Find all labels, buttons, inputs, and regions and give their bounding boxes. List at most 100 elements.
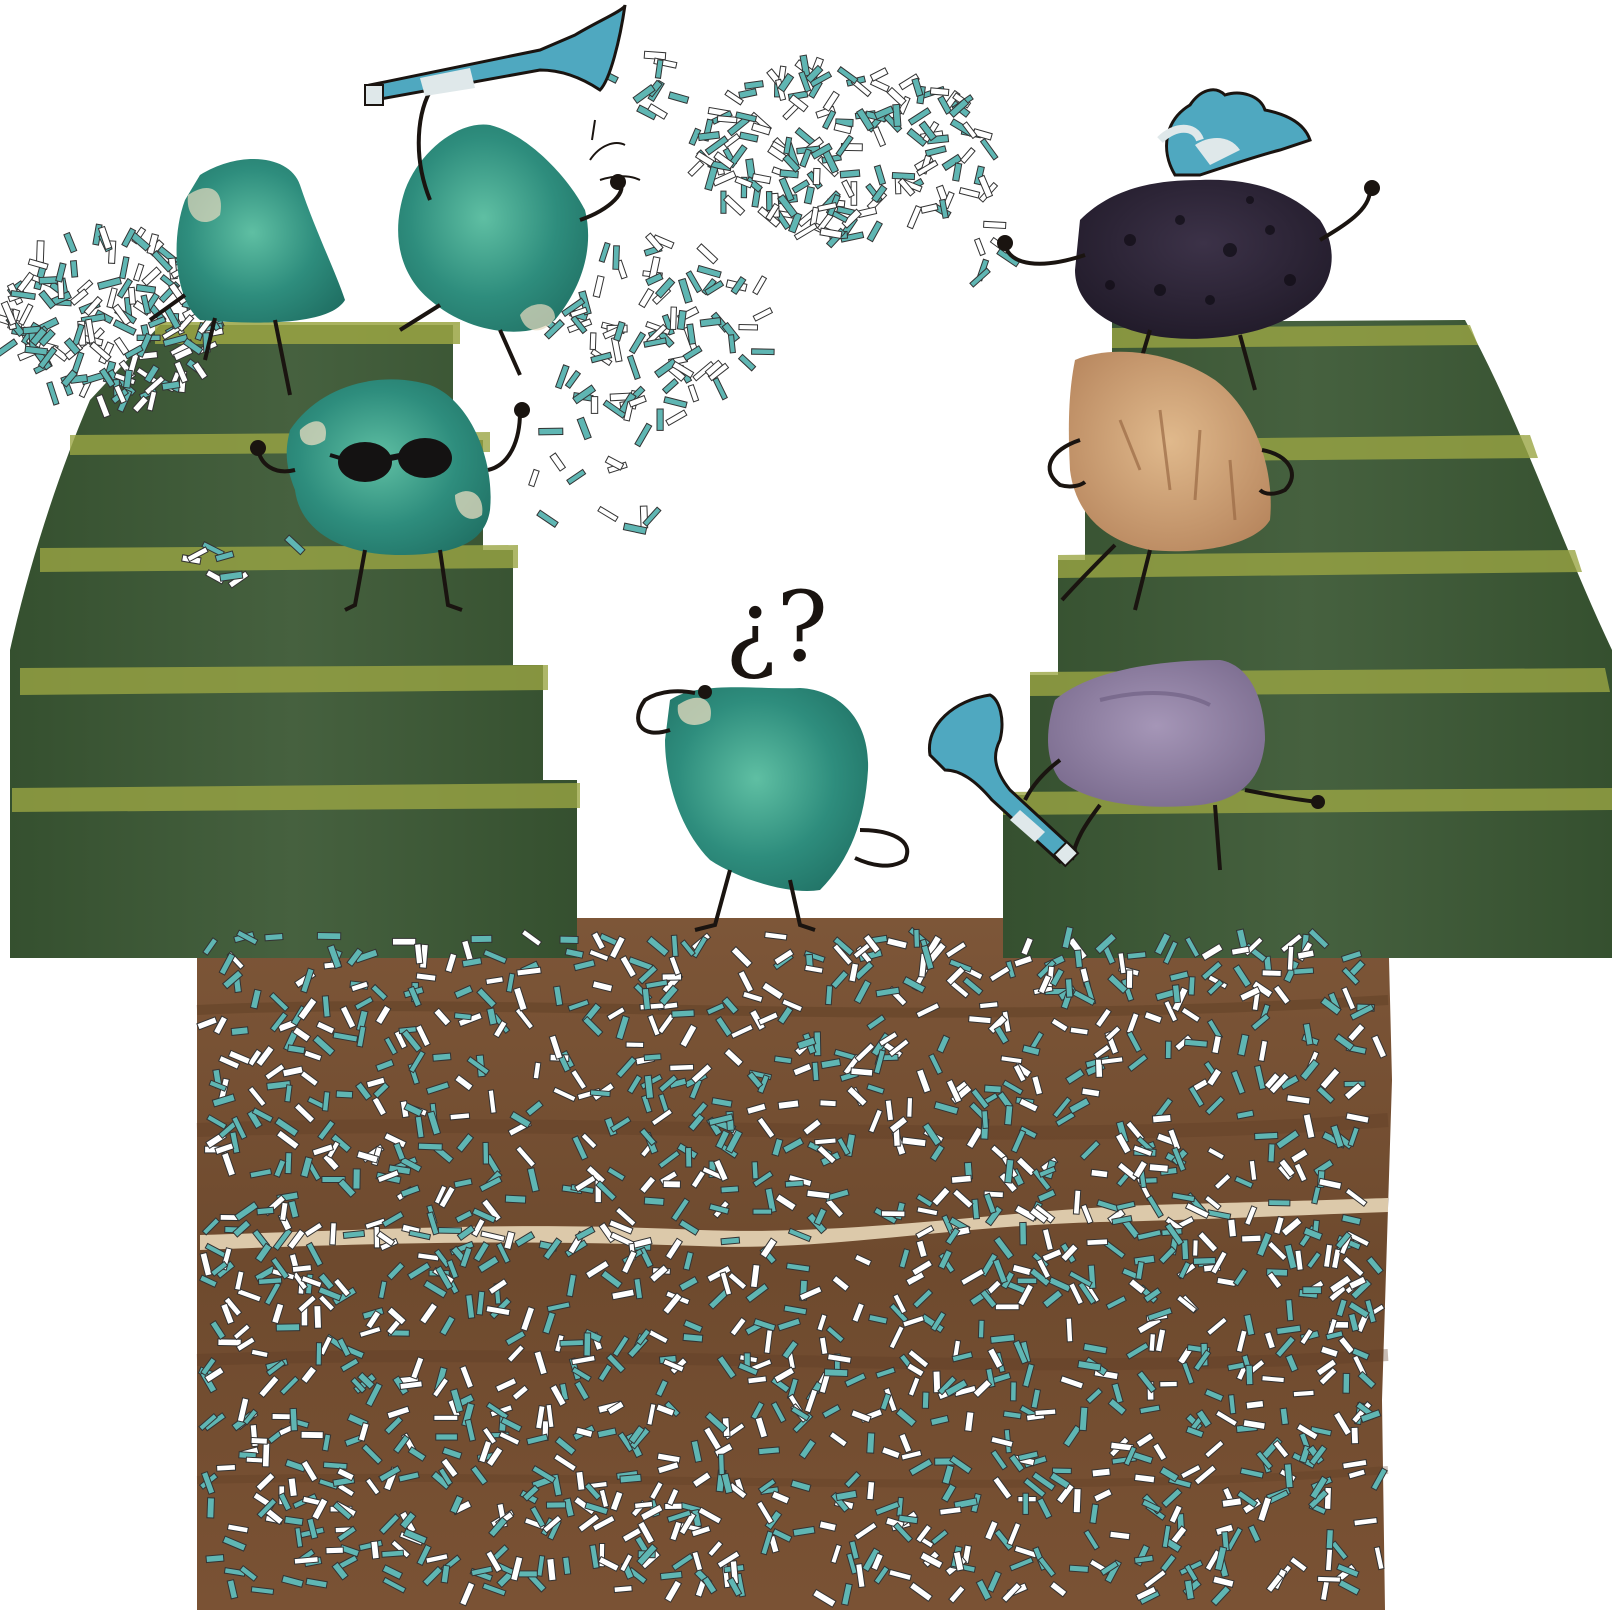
confetti-piece <box>357 1421 370 1442</box>
confetti-piece <box>678 1511 697 1536</box>
confetti-piece <box>321 995 331 1018</box>
confetti-piece <box>1248 1159 1258 1182</box>
confetti-piece <box>972 1378 993 1399</box>
confetti-piece <box>407 1446 427 1462</box>
confetti-piece <box>604 455 625 471</box>
confetti-piece <box>1275 1129 1300 1150</box>
confetti-piece <box>401 1029 423 1053</box>
confetti-piece <box>1210 1585 1232 1607</box>
confetti-piece <box>597 1363 613 1383</box>
confetti-piece <box>1351 1347 1371 1361</box>
confetti-piece <box>549 452 567 472</box>
confetti-piece <box>606 1400 625 1416</box>
confetti-piece <box>697 131 721 142</box>
confetti-piece <box>791 179 811 194</box>
confetti-piece <box>1293 1162 1308 1183</box>
confetti-piece <box>760 1530 774 1556</box>
confetti-piece <box>329 1222 337 1246</box>
confetti-piece <box>841 208 862 229</box>
confetti-piece <box>1245 1399 1265 1410</box>
confetti-piece <box>227 1049 252 1066</box>
confetti-piece <box>382 1576 407 1594</box>
confetti-piece <box>930 1311 947 1332</box>
confetti-piece <box>968 1015 992 1025</box>
confetti-piece <box>406 1261 432 1281</box>
confetti-piece <box>1041 1228 1054 1252</box>
confetti-piece <box>459 1365 475 1389</box>
confetti-piece <box>1243 1313 1256 1337</box>
confetti-piece <box>459 1581 476 1607</box>
confetti-piece <box>745 158 756 179</box>
confetti-piece <box>435 1433 458 1441</box>
confetti-piece <box>1034 1408 1057 1417</box>
confetti-piece <box>453 984 474 1000</box>
confetti-piece <box>220 1151 237 1177</box>
confetti-piece <box>633 1277 644 1300</box>
confetti-piece <box>841 179 855 199</box>
confetti-piece <box>868 1313 888 1325</box>
confetti-piece <box>97 225 113 251</box>
confetti-piece <box>600 1269 623 1290</box>
confetti-piece <box>783 1304 808 1316</box>
confetti-piece <box>1077 1281 1097 1306</box>
confetti-piece <box>332 1501 353 1521</box>
confetti-piece <box>621 1526 643 1543</box>
confetti-piece <box>264 932 284 942</box>
confetti-piece <box>606 1166 626 1182</box>
confetti-piece <box>715 1015 733 1038</box>
confetti-piece <box>721 321 741 343</box>
confetti-piece <box>1037 1556 1057 1578</box>
confetti-piece <box>354 1081 373 1101</box>
confetti-piece <box>1030 1388 1042 1409</box>
confetti-piece <box>778 177 795 202</box>
confetti-piece <box>200 1356 217 1377</box>
confetti-piece <box>199 1251 213 1277</box>
confetti-piece <box>873 1049 886 1075</box>
confetti-piece <box>880 1446 901 1460</box>
confetti-piece <box>449 1494 464 1515</box>
confetti-piece <box>422 1279 448 1299</box>
confetti-piece <box>1274 1335 1296 1359</box>
confetti-piece <box>1214 1545 1228 1572</box>
confetti-piece <box>656 1461 680 1475</box>
confetti-piece <box>0 300 17 326</box>
confetti-piece <box>798 1285 823 1302</box>
confetti-piece <box>1079 1139 1101 1161</box>
confetti-piece <box>1293 967 1315 976</box>
confetti-piece <box>1308 1444 1328 1467</box>
confetti-piece <box>1052 1096 1072 1119</box>
confetti-piece <box>1031 1075 1044 1096</box>
confetti-piece <box>1049 1580 1068 1598</box>
confetti-piece <box>908 1581 934 1603</box>
confetti-piece <box>764 1187 777 1214</box>
confetti-piece <box>356 1025 367 1048</box>
confetti-piece <box>696 264 722 279</box>
confetti-piece <box>1183 1579 1195 1601</box>
confetti-piece <box>143 375 166 396</box>
confetti-piece <box>1068 1097 1091 1115</box>
confetti-piece <box>669 1063 695 1072</box>
confetti-piece <box>846 1552 858 1575</box>
confetti-piece <box>1127 1277 1147 1295</box>
confetti-piece <box>588 948 610 962</box>
confetti-piece <box>752 1318 777 1332</box>
confetti-piece <box>804 964 824 974</box>
confetti-piece <box>1019 1221 1028 1246</box>
confetti-piece <box>821 1403 842 1419</box>
confetti-piece <box>647 103 668 120</box>
confetti-piece <box>812 1588 837 1608</box>
confetti-piece <box>1171 1146 1187 1172</box>
confetti-piece <box>414 1024 431 1048</box>
confetti-piece <box>365 1309 382 1330</box>
confetti-piece <box>1136 1229 1162 1241</box>
confetti-piece <box>906 205 923 230</box>
confetti-piece <box>1148 1333 1157 1352</box>
confetti-piece <box>818 1336 829 1356</box>
confetti-piece <box>1010 1381 1017 1402</box>
confetti-piece <box>413 943 424 965</box>
confetti-piece <box>572 384 597 405</box>
confetti-piece <box>754 1416 769 1439</box>
confetti-piece <box>275 1323 301 1332</box>
confetti-piece <box>470 1565 494 1577</box>
confetti-piece <box>988 965 1011 983</box>
